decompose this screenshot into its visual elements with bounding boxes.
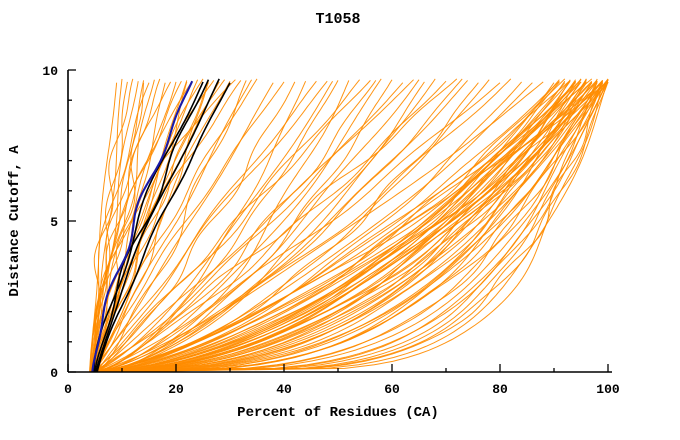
prediction-curve	[89, 80, 145, 373]
prediction-curve	[89, 82, 274, 373]
y-tick-label: 5	[50, 215, 58, 230]
prediction-curve	[97, 81, 598, 373]
chart-title: T1058	[315, 11, 360, 28]
prediction-curve	[91, 80, 576, 373]
prediction-curve	[96, 78, 463, 373]
prediction-curve	[94, 80, 377, 373]
prediction-curve	[95, 81, 609, 373]
prediction-curve	[93, 80, 603, 373]
prediction-curve	[94, 80, 371, 373]
prediction-curve	[93, 82, 593, 373]
prediction-curve	[90, 78, 123, 373]
prediction-curve	[97, 78, 582, 373]
prediction-curve	[92, 81, 285, 373]
prediction-curve	[94, 78, 598, 373]
prediction-curve	[96, 79, 560, 373]
prediction-curve	[91, 80, 193, 372]
prediction-curve	[95, 80, 571, 373]
prediction-curve	[91, 82, 479, 373]
prediction-curve	[90, 80, 604, 373]
prediction-curve	[96, 80, 587, 373]
x-tick-label: 0	[64, 382, 72, 397]
y-tick-label: 0	[50, 366, 58, 381]
x-tick-label: 40	[276, 382, 292, 397]
prediction-curve	[95, 78, 512, 373]
prediction-curve	[96, 80, 328, 373]
x-tick-label: 100	[596, 382, 620, 397]
y-axis-title: Distance Cutoff, A	[7, 145, 23, 297]
x-tick-label: 20	[168, 382, 184, 397]
prediction-curve	[96, 81, 425, 373]
prediction-curve	[91, 82, 533, 373]
prediction-curve	[90, 81, 209, 373]
curves-layer	[89, 78, 609, 373]
highlight-black-curve	[94, 79, 210, 373]
prediction-curve	[96, 78, 258, 373]
prediction-curve	[93, 81, 544, 373]
prediction-curve	[95, 81, 576, 373]
prediction-curve	[94, 81, 296, 373]
prediction-curve	[96, 81, 604, 373]
prediction-curve	[95, 82, 501, 373]
prediction-curve	[92, 80, 604, 373]
prediction-curve	[95, 78, 436, 373]
prediction-curve	[91, 79, 571, 373]
prediction-curve	[94, 80, 593, 373]
x-axis-title: Percent of Residues (CA)	[237, 405, 439, 421]
prediction-curve	[92, 81, 582, 373]
prediction-curve	[92, 80, 334, 373]
prediction-curve	[92, 81, 598, 373]
highlight-black-curve	[95, 78, 220, 373]
x-tick-label: 80	[492, 382, 508, 397]
prediction-curve	[96, 78, 609, 373]
highlight-blue-curve	[91, 80, 194, 373]
prediction-curve	[92, 79, 199, 373]
prediction-curve	[94, 81, 609, 373]
prediction-curve	[94, 82, 609, 373]
prediction-curve	[94, 80, 604, 373]
prediction-curve	[95, 78, 382, 373]
prediction-curve	[96, 81, 522, 373]
prediction-curve	[90, 79, 360, 373]
prediction-curve	[97, 79, 582, 373]
prediction-curve	[92, 79, 253, 373]
prediction-curve	[91, 80, 317, 373]
prediction-curve	[91, 80, 447, 373]
prediction-curve	[97, 80, 350, 373]
prediction-curve	[93, 78, 587, 373]
prediction-curve	[98, 82, 566, 373]
prediction-curve	[96, 82, 593, 373]
prediction-curve	[92, 80, 577, 373]
prediction-curve	[94, 79, 420, 373]
prediction-curve	[93, 79, 393, 373]
prediction-curve	[94, 79, 414, 373]
prediction-curve	[94, 80, 242, 373]
prediction-curve	[93, 80, 571, 373]
prediction-curve	[90, 80, 307, 373]
y-tick-label: 10	[42, 64, 58, 79]
x-tick-label: 60	[384, 382, 400, 397]
prediction-curve	[97, 80, 339, 373]
prediction-curve	[92, 81, 609, 373]
highlight-black-curve	[96, 82, 231, 373]
prediction-curve	[94, 82, 576, 373]
prediction-curve	[97, 79, 609, 373]
highlight-black-curve	[93, 81, 204, 373]
